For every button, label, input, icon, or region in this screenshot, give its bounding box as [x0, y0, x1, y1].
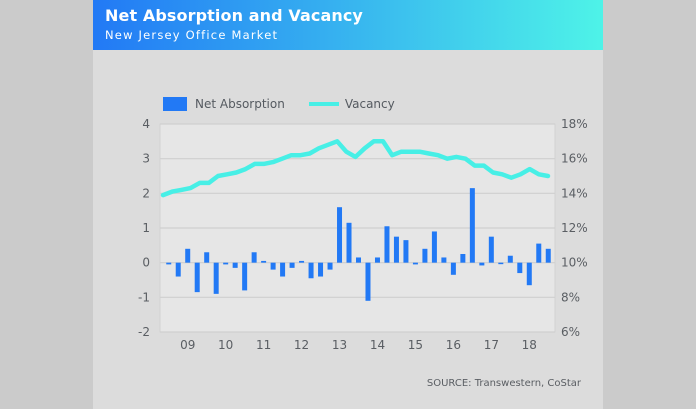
bar-net-absorption: [251, 252, 257, 263]
bar-net-absorption: [412, 262, 418, 265]
x-axis: 09 10 11 12 13 14 15 16 17 18: [180, 338, 537, 352]
x-tick-label: 10: [218, 338, 233, 352]
x-tick-label: 09: [180, 338, 195, 352]
left-tick-label: 2: [142, 186, 150, 200]
bar-net-absorption: [384, 226, 390, 263]
chart-legend: Net Absorption Vacancy: [163, 95, 419, 113]
bar-net-absorption: [308, 262, 314, 279]
bar-net-absorption: [346, 222, 352, 263]
right-tick-label: 18%: [561, 117, 588, 131]
x-tick-label: 15: [408, 338, 423, 352]
x-tick-label: 16: [446, 338, 461, 352]
bar-net-absorption: [185, 248, 191, 263]
bar-net-absorption: [507, 255, 513, 263]
line-series-vacancy: [160, 139, 551, 198]
bar-net-absorption: [242, 262, 248, 291]
bar-net-absorption: [223, 262, 229, 265]
bar-net-absorption: [166, 262, 172, 265]
x-tick-label: 12: [294, 338, 309, 352]
legend-line-swatch-icon: [308, 102, 339, 106]
bar-net-absorption: [289, 262, 295, 268]
bar-net-absorption: [213, 262, 219, 294]
legend-label-vacancy: Vacancy: [344, 97, 395, 111]
bar-net-absorption: [356, 257, 361, 263]
right-axis: 18% 16% 14% 12% 10% 8% 6%: [561, 117, 588, 339]
left-tick-label: -2: [138, 325, 150, 339]
legend-bar-swatch-icon: [163, 97, 187, 111]
right-tick-label: 6%: [561, 325, 580, 339]
bar-net-absorption: [469, 188, 475, 263]
bar-net-absorption: [393, 236, 399, 263]
right-tick-label: 10%: [561, 256, 588, 270]
bar-net-absorption: [536, 243, 542, 263]
bar-net-absorption: [270, 262, 276, 270]
right-tick-label: 8%: [561, 290, 580, 304]
left-tick-label: 1: [142, 221, 150, 235]
bar-series-net-absorption: [166, 188, 551, 301]
bar-net-absorption: [498, 262, 504, 265]
chart-card: Net Absorption and Vacancy New Jersey Of…: [93, 0, 603, 409]
legend-label-net-absorption: Net Absorption: [195, 97, 285, 111]
bar-net-absorption: [526, 262, 532, 286]
bar-net-absorption: [204, 252, 210, 263]
bar-net-absorption: [365, 262, 371, 301]
bar-net-absorption: [327, 262, 333, 270]
bar-net-absorption: [261, 260, 267, 263]
bar-net-absorption: [280, 262, 286, 277]
bar-net-absorption: [450, 262, 456, 275]
bar-net-absorption: [194, 262, 200, 293]
x-tick-label: 11: [256, 338, 271, 352]
bar-net-absorption: [318, 262, 324, 277]
right-tick-label: 16%: [561, 152, 588, 166]
bar-net-absorption: [460, 254, 466, 263]
x-tick-label: 13: [332, 338, 347, 352]
bar-net-absorption: [403, 240, 409, 263]
bar-net-absorption: [299, 260, 305, 263]
left-axis: 4 3 2 1 0 -1 -2: [138, 117, 150, 339]
bar-net-absorption: [441, 257, 447, 263]
x-tick-label: 14: [370, 338, 385, 352]
bar-net-absorption: [488, 236, 494, 263]
right-tick-label: 12%: [561, 221, 588, 235]
bar-net-absorption: [545, 248, 551, 263]
vacancy-line: [160, 139, 551, 198]
bar-net-absorption: [337, 207, 343, 263]
bar-net-absorption: [479, 262, 485, 266]
right-tick-label: 14%: [561, 186, 588, 200]
bar-net-absorption: [431, 231, 437, 263]
left-tick-label: 4: [142, 117, 150, 131]
left-tick-label: 3: [142, 152, 150, 166]
chart-title: Net Absorption and Vacancy: [105, 6, 363, 25]
x-tick-label: 17: [484, 338, 499, 352]
bar-net-absorption: [232, 262, 238, 268]
chart-subtitle: New Jersey Office Market: [105, 28, 279, 42]
bar-net-absorption: [517, 262, 523, 274]
left-tick-label: 0: [142, 256, 150, 270]
bar-net-absorption: [374, 257, 380, 263]
bar-net-absorption: [422, 248, 428, 263]
left-tick-label: -1: [138, 290, 150, 304]
x-tick-label: 18: [522, 338, 537, 352]
chart-header: Net Absorption and Vacancy New Jersey Of…: [93, 0, 603, 50]
source-note: SOURCE: Transwestern, CoStar: [426, 378, 581, 389]
bar-net-absorption: [175, 262, 181, 277]
